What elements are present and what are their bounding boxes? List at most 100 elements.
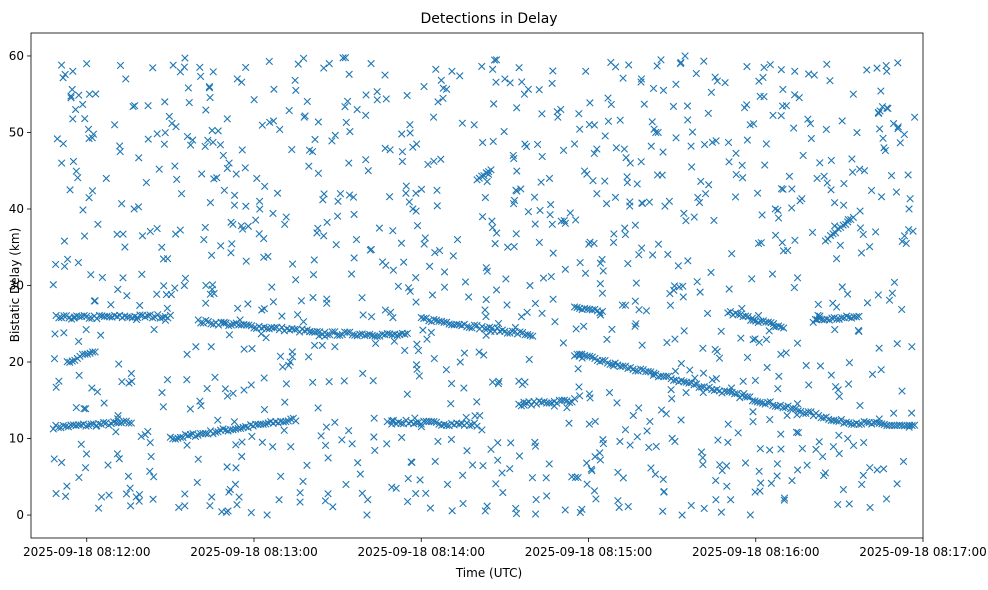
scatter-point (135, 497, 143, 505)
scatter-point (309, 293, 317, 302)
scatter-point (385, 193, 394, 201)
scatter-point (362, 111, 370, 119)
scatter-point (855, 312, 863, 321)
scatter-point (885, 296, 894, 304)
scatter-point (349, 193, 358, 201)
scatter-point (624, 259, 632, 268)
scatter-point (604, 117, 613, 126)
scatter-point (210, 175, 218, 183)
scatter-point (255, 197, 264, 206)
scatter-point (143, 312, 152, 320)
scatter-point (491, 239, 499, 248)
scatter-point (433, 186, 441, 195)
scatter-point (712, 496, 720, 504)
scatter-point (829, 442, 838, 451)
scatter-point (559, 146, 568, 154)
scatter-point (906, 195, 914, 203)
scatter-point (478, 138, 487, 147)
scatter-point (671, 335, 679, 343)
scatter-point (551, 317, 559, 326)
scatter-point (575, 352, 583, 360)
scatter-point (209, 68, 217, 76)
scatter-point (248, 344, 256, 353)
scatter-point (749, 336, 757, 344)
scatter-point (465, 323, 474, 332)
scatter-point (344, 426, 353, 435)
scatter-point (777, 323, 785, 331)
scatter-point (773, 472, 781, 480)
scatter-point (623, 173, 631, 181)
scatter-point (412, 298, 420, 306)
scatter-point (88, 348, 97, 356)
scatter-point (403, 91, 411, 100)
scatter-point (733, 389, 741, 398)
scatter-point (820, 471, 828, 480)
scatter-point (808, 228, 817, 237)
scatter-point (214, 127, 222, 135)
scatter-point (150, 325, 158, 334)
scatter-point (442, 85, 451, 93)
scatter-point (509, 200, 518, 208)
scatter-point (823, 179, 831, 187)
scatter-point (343, 97, 352, 106)
scatter-point (242, 202, 250, 210)
scatter-point (333, 212, 342, 220)
scatter-point (99, 418, 108, 427)
scatter-point (557, 105, 565, 114)
scatter-point (478, 426, 486, 434)
scatter-point (748, 275, 756, 283)
scatter-point (93, 388, 102, 396)
scatter-point (874, 291, 883, 299)
scatter-point (669, 102, 678, 111)
scatter-point (175, 503, 183, 512)
scatter-point (325, 378, 333, 386)
scatter-point (696, 288, 704, 296)
scatter-point (807, 134, 816, 143)
scatter-point (241, 422, 250, 431)
scatter-point (866, 503, 874, 512)
scatter-point (766, 415, 774, 424)
scatter-point (359, 369, 367, 378)
scatter-point (87, 420, 95, 428)
scatter-point (511, 323, 520, 332)
scatter-point (137, 432, 145, 441)
scatter-point (465, 421, 474, 430)
scatter-point (650, 125, 658, 133)
scatter-point (602, 199, 611, 208)
scatter-point (672, 134, 680, 142)
scatter-point (483, 267, 491, 275)
scatter-point (679, 282, 687, 290)
scatter-point (787, 204, 796, 212)
scatter-point (437, 76, 445, 84)
scatter-point (732, 149, 740, 158)
scatter-point (488, 217, 496, 225)
scatter-point (816, 312, 824, 320)
scatter-point (637, 75, 646, 83)
scatter-point (691, 374, 699, 382)
scatter-point (598, 255, 606, 264)
scatter-point (640, 100, 648, 108)
scatter-point (737, 334, 745, 342)
scatter-point (205, 84, 214, 92)
scatter-point (459, 499, 467, 508)
scatter-point (553, 108, 561, 116)
scatter-point (233, 75, 241, 83)
y-axis-ticks: 0 10 20 30 40 50 60 (9, 49, 31, 522)
scatter-point (701, 189, 710, 198)
scatter-point (382, 95, 390, 103)
scatter-point (353, 105, 361, 114)
scatter-point (546, 200, 555, 209)
scatter-point (296, 498, 304, 506)
x-tick-label: 2025-09-18 08:17:00 (859, 545, 986, 559)
scatter-point (748, 314, 757, 322)
scatter-point (282, 213, 290, 221)
scatter-point (397, 419, 405, 427)
scatter-point (262, 420, 270, 428)
scatter-point (859, 230, 867, 239)
scatter-point (842, 418, 851, 426)
scatter-point (692, 380, 701, 388)
scatter-point (593, 145, 601, 153)
scatter-point (805, 381, 813, 389)
scatter-point (230, 201, 239, 209)
scatter-point (241, 63, 250, 72)
